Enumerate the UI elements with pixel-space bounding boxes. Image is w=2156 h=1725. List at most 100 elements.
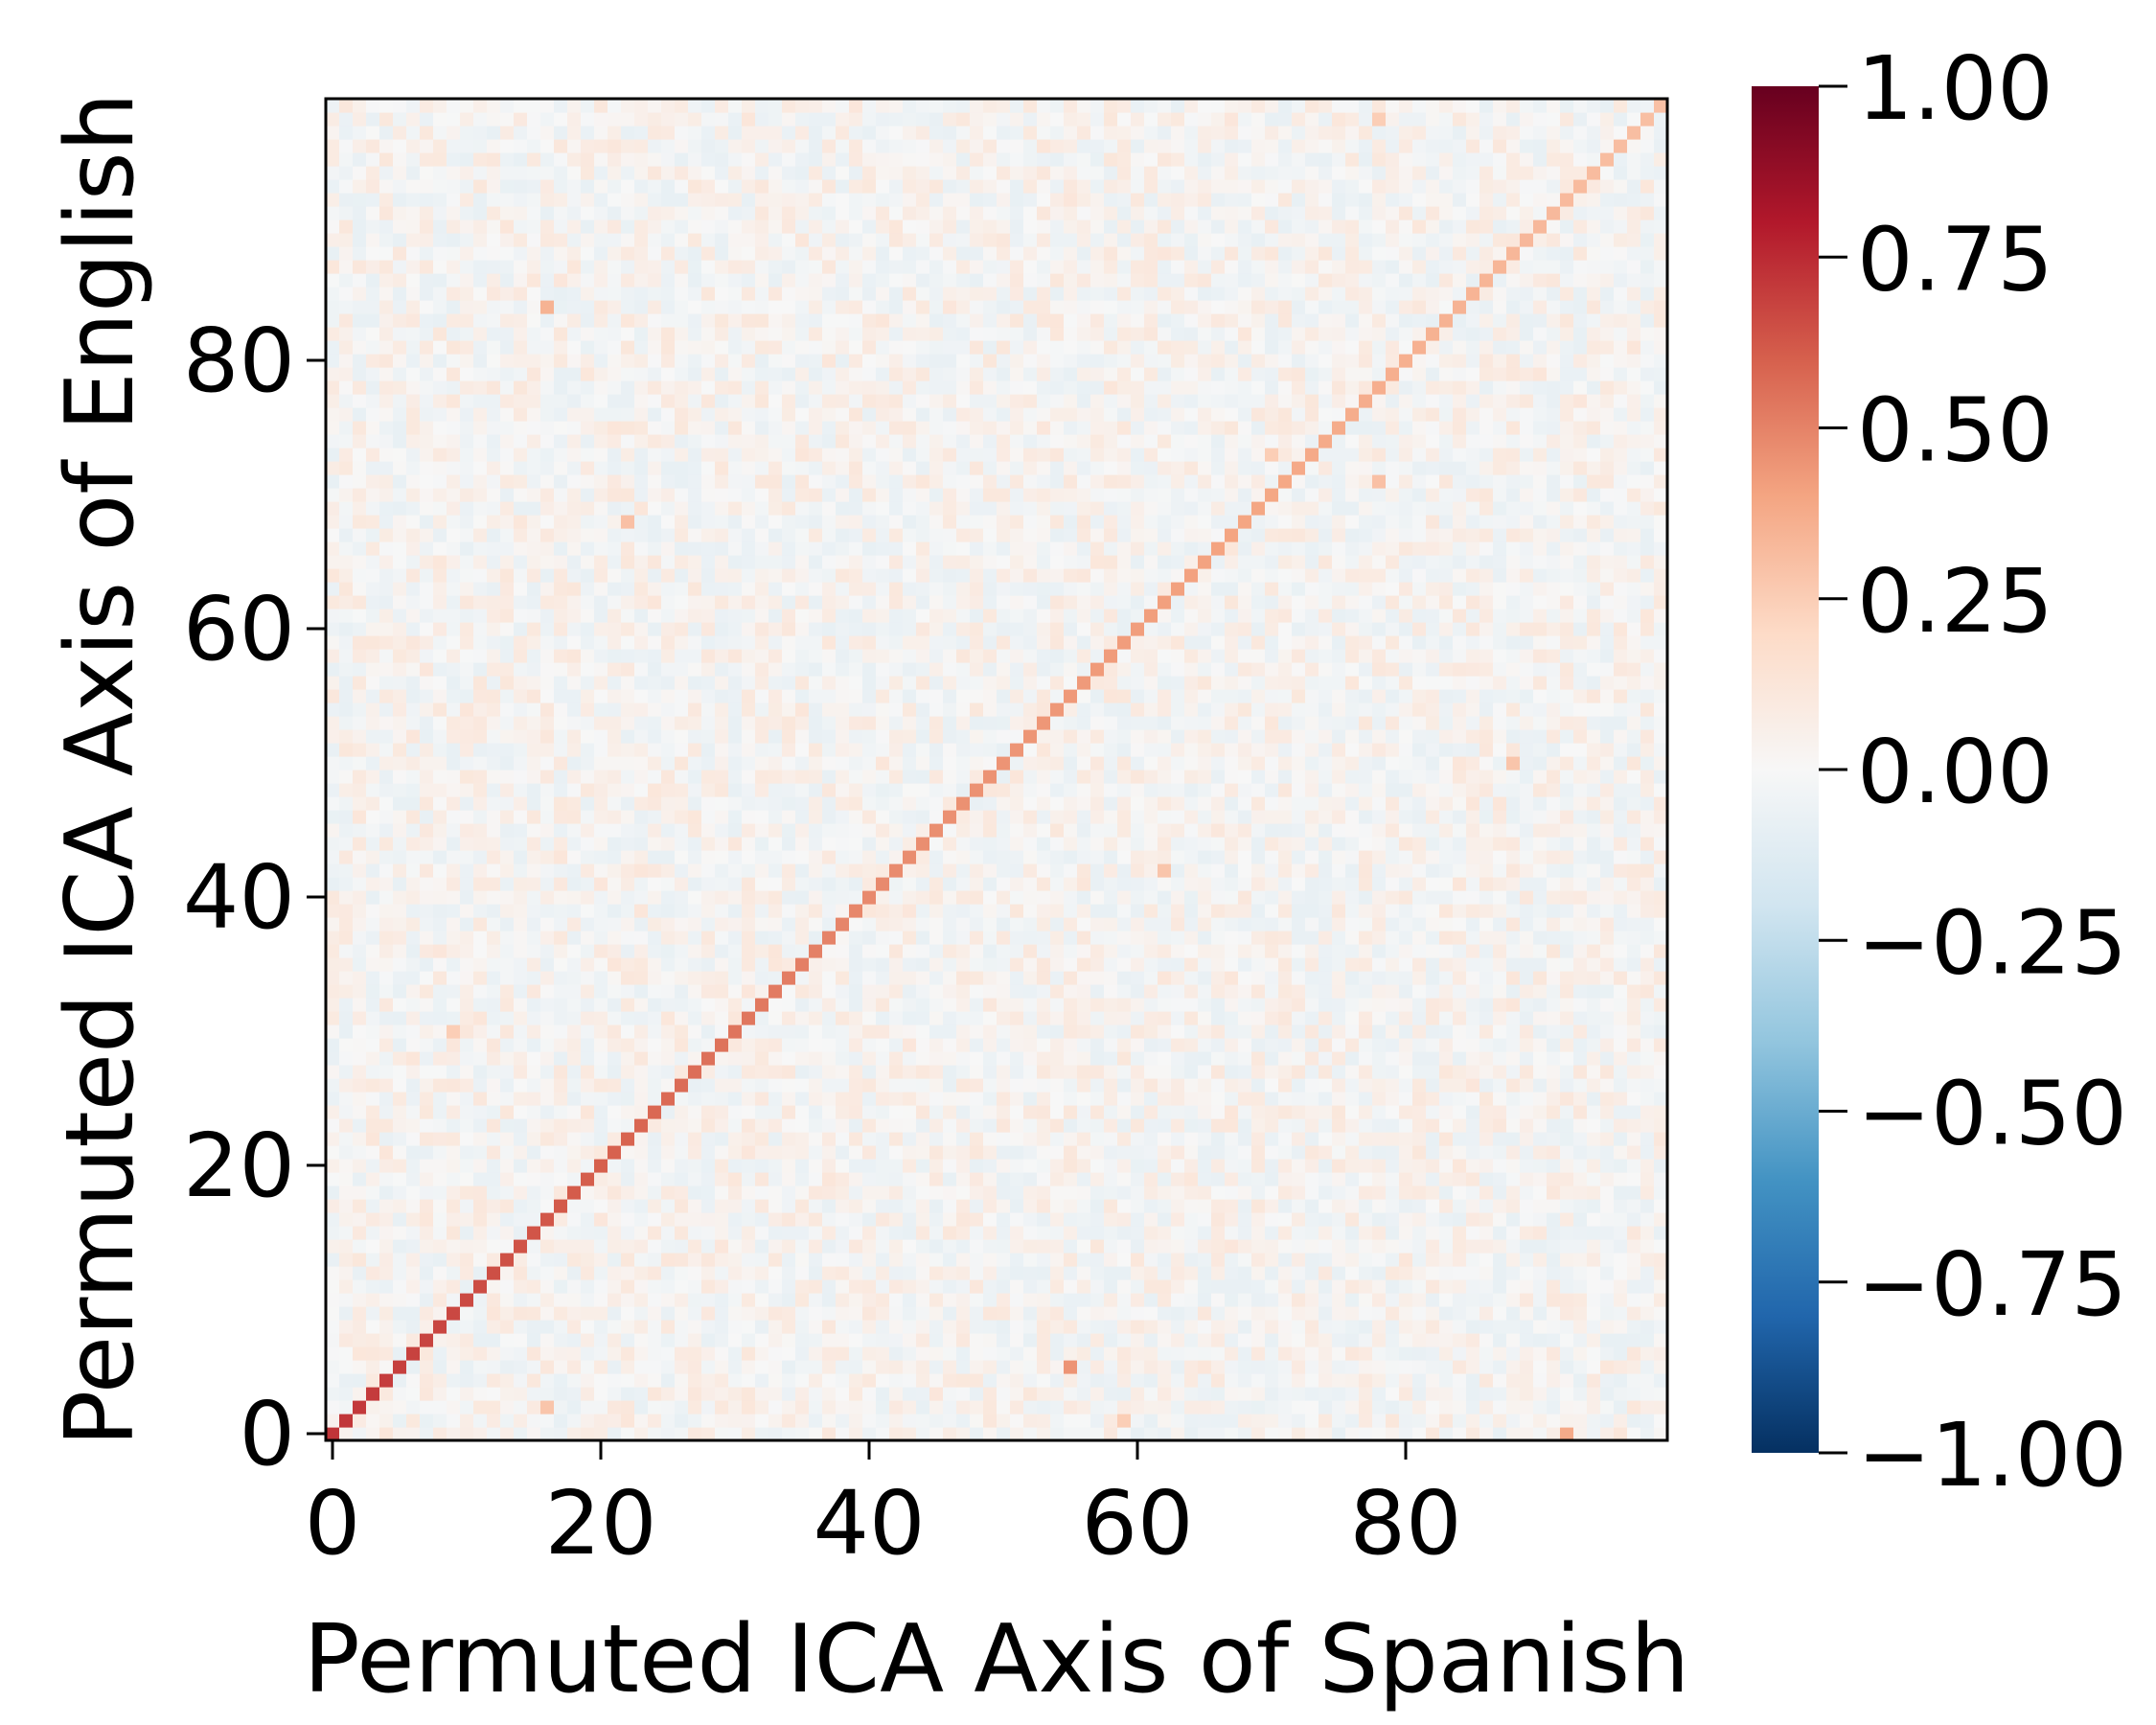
heatmap-cell <box>836 783 850 797</box>
heatmap-cell <box>1520 1051 1534 1066</box>
heatmap-cell <box>500 1400 515 1414</box>
heatmap-cell <box>809 783 823 797</box>
heatmap-cell <box>701 1239 716 1254</box>
heatmap-cell <box>648 1333 662 1347</box>
heatmap-cell <box>822 1038 837 1052</box>
heatmap-cell <box>1600 770 1615 784</box>
diagonal-cell <box>447 1306 461 1321</box>
heatmap-cell <box>1359 1320 1373 1334</box>
heatmap-cell <box>929 1105 944 1119</box>
heatmap-cell <box>1640 783 1655 797</box>
heatmap-cell <box>473 783 488 797</box>
heatmap-cell <box>1533 904 1548 918</box>
heatmap-cell <box>970 957 984 972</box>
heatmap-cell <box>1439 850 1454 864</box>
heatmap-cell <box>1345 971 1360 985</box>
heatmap-cell <box>420 1051 434 1066</box>
heatmap-cell <box>1506 1024 1521 1039</box>
heatmap-cell <box>1077 904 1091 918</box>
heatmap-cell <box>1372 998 1387 1012</box>
heatmap-cell <box>1386 837 1400 851</box>
heatmap-cell <box>1453 837 1467 851</box>
heatmap-cell <box>447 823 461 838</box>
heatmap-cell <box>782 1373 796 1388</box>
heatmap-cell <box>460 770 474 784</box>
heatmap-cell <box>608 850 622 864</box>
heatmap-cell <box>862 1266 877 1280</box>
heatmap-cell <box>1010 1092 1024 1106</box>
heatmap-cell <box>1520 837 1534 851</box>
heatmap-cell <box>1265 984 1279 999</box>
heatmap-cell <box>903 1038 917 1052</box>
heatmap-cell <box>943 1414 957 1428</box>
heatmap-cell <box>1386 957 1400 972</box>
heatmap-cell <box>997 1172 1011 1186</box>
heatmap-cell <box>527 1360 541 1374</box>
heatmap-cell <box>1292 1145 1306 1160</box>
heatmap-cell <box>1573 1199 1588 1213</box>
heatmap-cell <box>1506 1400 1521 1414</box>
heatmap-cell <box>1426 1051 1440 1066</box>
heatmap-cell <box>1426 1145 1440 1160</box>
heatmap-cell <box>608 944 622 958</box>
heatmap-cell <box>1466 1360 1480 1374</box>
heatmap-cell <box>876 1387 890 1401</box>
heatmap-cell <box>768 1212 783 1227</box>
heatmap-cell <box>1345 1427 1360 1441</box>
heatmap-cell <box>1506 1092 1521 1106</box>
heatmap-cell <box>420 877 434 891</box>
heatmap-cell <box>1466 810 1480 824</box>
heatmap-cell <box>1493 1400 1507 1414</box>
heatmap-cell <box>1506 783 1521 797</box>
heatmap-cell <box>715 1414 729 1428</box>
heatmap-cell <box>1359 1373 1373 1388</box>
heatmap-cell <box>929 944 944 958</box>
heatmap-cell <box>1278 957 1293 972</box>
heatmap-cell <box>1600 810 1615 824</box>
heatmap-cell <box>1238 944 1252 958</box>
heatmap-cell <box>742 863 756 878</box>
heatmap-cell <box>1251 1092 1266 1106</box>
heatmap-cell <box>1131 971 1145 985</box>
heatmap-cell <box>715 1360 729 1374</box>
heatmap-cell <box>1345 1400 1360 1414</box>
heatmap-cell <box>1506 823 1521 838</box>
heatmap-cell <box>956 1185 971 1200</box>
heatmap-cell <box>836 1038 850 1052</box>
heatmap-cell <box>1184 984 1199 999</box>
heatmap-cell <box>1090 998 1105 1012</box>
heatmap-cell <box>1359 1172 1373 1186</box>
heatmap-cell <box>420 1414 434 1428</box>
heatmap-cell <box>1171 1427 1185 1441</box>
heatmap-cell <box>1077 796 1091 811</box>
heatmap-cell <box>460 823 474 838</box>
heatmap-cell <box>1211 1320 1226 1334</box>
heatmap-cell <box>903 1199 917 1213</box>
heatmap-cell <box>1426 971 1440 985</box>
heatmap-cell <box>353 1199 367 1213</box>
heatmap-cell <box>889 1199 904 1213</box>
heatmap-cell <box>1077 890 1091 905</box>
heatmap-cell <box>1479 1051 1494 1066</box>
heatmap-cell <box>339 1118 354 1133</box>
heatmap-cell <box>1238 877 1252 891</box>
heatmap-cell <box>1064 1400 1078 1414</box>
heatmap-cell <box>956 783 971 797</box>
heatmap-cell <box>1560 850 1574 864</box>
heatmap-cell <box>1225 1038 1239 1052</box>
heatmap-cell <box>715 1051 729 1066</box>
heatmap-cell <box>956 1132 971 1146</box>
heatmap-cell <box>447 998 461 1012</box>
heatmap-cell <box>1332 810 1346 824</box>
heatmap-cell <box>1466 1320 1480 1334</box>
heatmap-cell <box>447 1185 461 1200</box>
heatmap-cell <box>326 1078 340 1092</box>
heatmap-cell <box>1198 1320 1212 1334</box>
heatmap-cell <box>393 890 407 905</box>
heatmap-cell <box>514 998 528 1012</box>
heatmap-cell <box>688 1199 702 1213</box>
heatmap-cell <box>1439 837 1454 851</box>
heatmap-cell <box>1466 1011 1480 1025</box>
heatmap-cell <box>648 904 662 918</box>
heatmap-cell <box>1654 783 1668 797</box>
